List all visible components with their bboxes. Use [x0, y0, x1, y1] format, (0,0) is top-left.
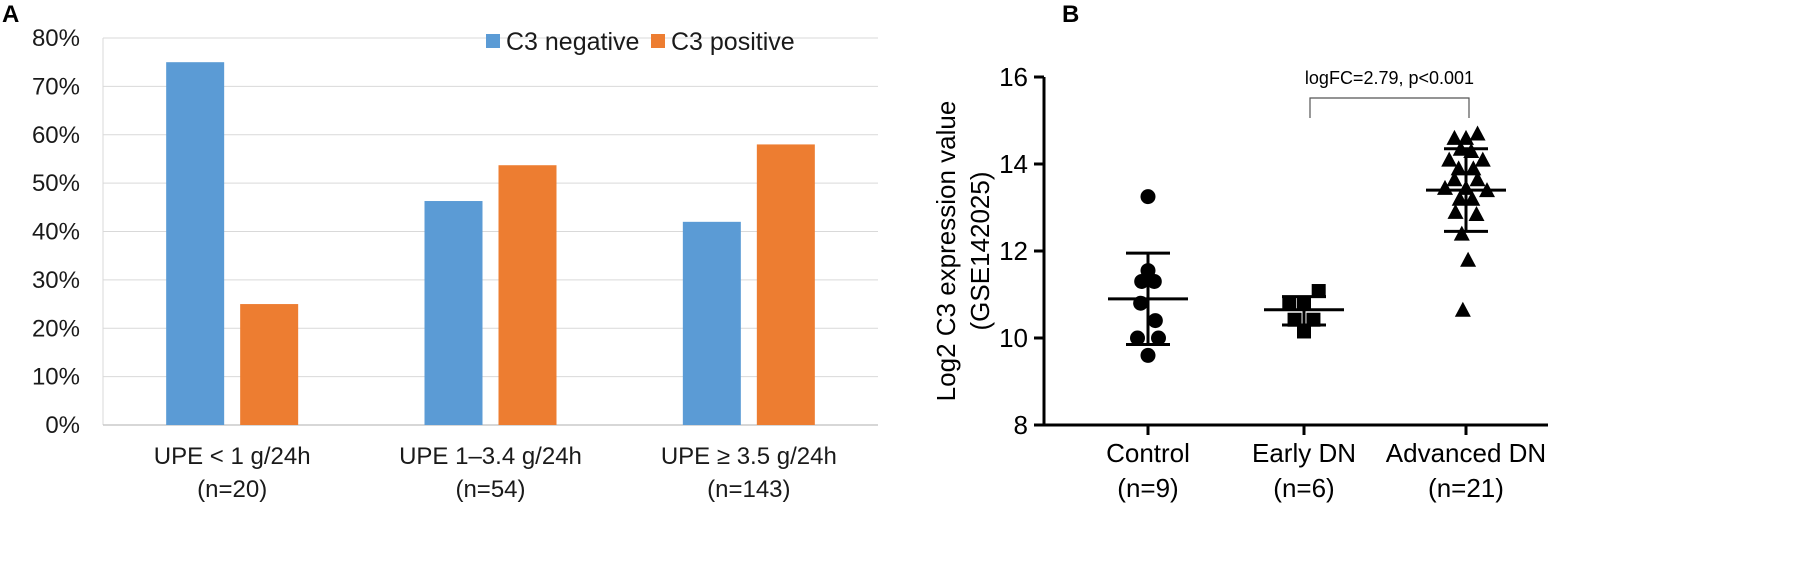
- data-point-circle: [1147, 313, 1163, 329]
- legend-swatch-2: [651, 34, 665, 48]
- legend-swatch-1: [486, 34, 500, 48]
- panel-a-label: A: [2, 1, 19, 28]
- y-tick-label: 50%: [32, 170, 80, 197]
- x-category-label: UPE 1–3.4 g/24h: [399, 443, 582, 470]
- bar-c3-negative-2: [424, 201, 483, 425]
- bar-c3-negative-3: [682, 221, 741, 425]
- y-tick-label: 16: [999, 62, 1028, 92]
- bar-c3-positive-2: [498, 165, 557, 425]
- data-point-triangle: [1451, 190, 1468, 206]
- y-tick-label: 14: [999, 149, 1028, 179]
- data-point-circle: [1151, 330, 1166, 346]
- data-point-triangle: [1464, 190, 1481, 206]
- y-tick-label: 40%: [32, 219, 80, 246]
- y-axis-title-line2: (GSE142025): [965, 172, 995, 331]
- data-point-circle: [1140, 189, 1156, 205]
- data-point-triangle: [1465, 160, 1482, 176]
- y-tick-label: 70%: [32, 73, 80, 100]
- data-point-square: [1306, 312, 1321, 327]
- data-point-triangle: [1441, 151, 1458, 167]
- significance-bracket: [1309, 97, 1470, 118]
- y-tick-label: 12: [999, 236, 1028, 266]
- x-category-label: Control: [1106, 438, 1190, 468]
- data-point-triangle: [1460, 251, 1477, 267]
- data-point-triangle: [1453, 225, 1470, 241]
- data-point-square: [1282, 296, 1297, 311]
- y-tick-label: 60%: [32, 122, 80, 149]
- x-category-label: Early DN: [1252, 438, 1356, 468]
- panel-b-label: B: [1062, 1, 1079, 28]
- x-category-label: UPE < 1 g/24h: [154, 443, 311, 470]
- data-point-triangle: [1446, 171, 1463, 187]
- legend-label: C3 negative: [506, 28, 639, 56]
- x-category-label: Advanced DN: [1386, 438, 1546, 468]
- bar-c3-positive-3: [756, 144, 815, 426]
- data-point-triangle: [1454, 301, 1471, 317]
- x-category-label: UPE ≥ 3.5 g/24h: [661, 443, 837, 470]
- data-point-triangle: [1446, 129, 1463, 145]
- y-tick-label: 10%: [32, 364, 80, 391]
- data-point-square: [1311, 284, 1326, 299]
- y-axis-title-line1: Log2 C3 expression value: [931, 101, 961, 402]
- data-point-triangle: [1468, 206, 1485, 222]
- data-point-triangle: [1469, 171, 1486, 187]
- data-point-circle: [1146, 273, 1162, 289]
- y-tick-label: 20%: [32, 315, 80, 342]
- data-point-square: [1297, 324, 1311, 339]
- y-axis-title: Log2 C3 expression value (GSE142025): [931, 101, 995, 402]
- data-point-triangle: [1447, 203, 1464, 219]
- x-category-count: (n=143): [707, 476, 790, 503]
- panel-a-bar-chart: 0% 10% 20% 30% 40% 50% 60% 70% 80% UPE < 1 g/24h (…: [32, 25, 878, 503]
- legend-label: C3 positive: [671, 28, 795, 56]
- data-point-triangle: [1469, 125, 1486, 141]
- y-tick-label: 10: [999, 323, 1028, 353]
- data-point-triangle: [1474, 151, 1491, 167]
- x-category-count: (n=20): [197, 476, 267, 503]
- x-category-count: (n=9): [1117, 473, 1178, 503]
- bar-c3-positive-1: [240, 304, 299, 425]
- significance-annotation: logFC=2.79, p<0.001: [1305, 68, 1474, 88]
- data-point-square: [1287, 312, 1302, 327]
- y-tick-label: 0%: [45, 412, 80, 439]
- y-tick-label: 8: [1014, 410, 1028, 440]
- bar-c3-negative-1: [166, 62, 225, 425]
- data-point-triangle: [1450, 160, 1467, 176]
- y-tick-label: 80%: [32, 25, 80, 52]
- x-category-count: (n=54): [455, 476, 525, 503]
- x-category-count: (n=21): [1428, 473, 1504, 503]
- data-point-circle: [1140, 347, 1156, 363]
- y-tick-label: 30%: [32, 267, 80, 294]
- data-point-circle: [1130, 330, 1145, 346]
- data-point-triangle: [1458, 129, 1474, 145]
- data-point-circle: [1134, 273, 1150, 289]
- x-category-count: (n=6): [1273, 473, 1334, 503]
